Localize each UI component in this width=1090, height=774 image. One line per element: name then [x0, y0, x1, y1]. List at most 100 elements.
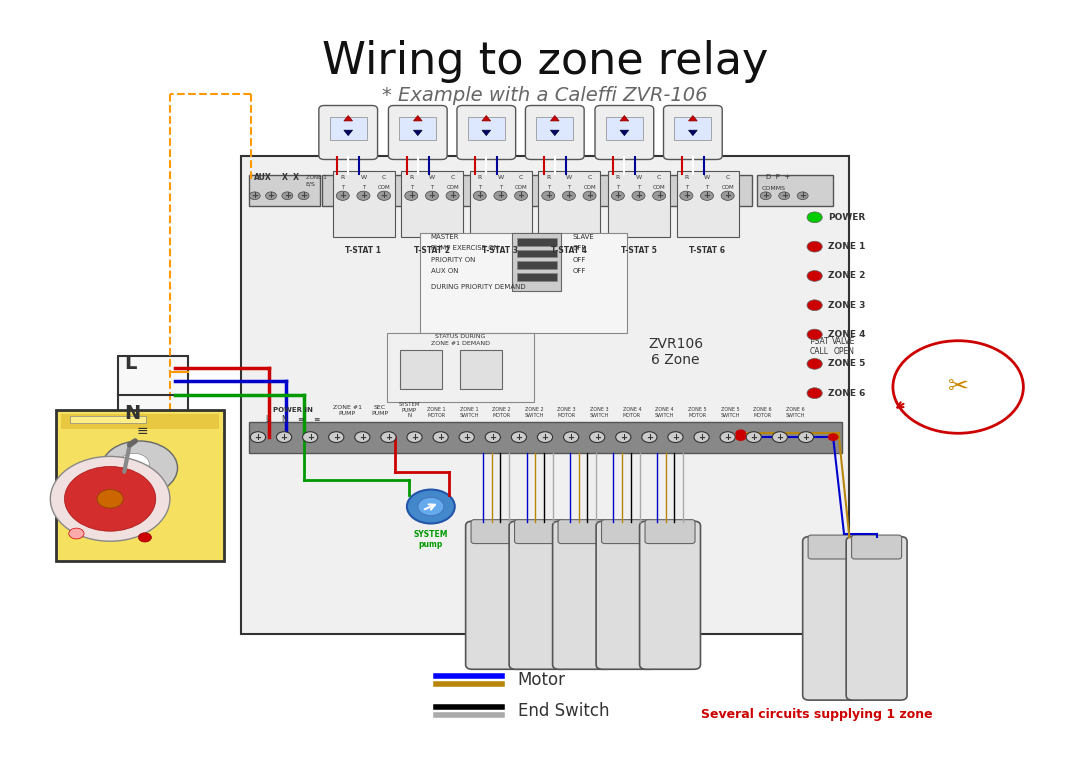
Text: COM: COM: [514, 185, 528, 190]
Circle shape: [590, 432, 605, 443]
Text: W: W: [428, 175, 435, 180]
Circle shape: [701, 191, 714, 200]
Circle shape: [760, 192, 771, 200]
Text: N: N: [124, 405, 141, 423]
Text: +: +: [332, 433, 340, 442]
Circle shape: [807, 212, 822, 223]
FancyBboxPatch shape: [553, 521, 614, 670]
FancyBboxPatch shape: [70, 416, 146, 423]
Text: +: +: [339, 191, 347, 200]
Text: ZONE 3
MOTOR: ZONE 3 MOTOR: [557, 407, 576, 418]
Text: ZONE 5
SWITCH: ZONE 5 SWITCH: [720, 407, 739, 418]
FancyBboxPatch shape: [536, 117, 573, 140]
Text: T: T: [616, 185, 619, 190]
FancyBboxPatch shape: [514, 519, 565, 543]
Circle shape: [514, 191, 528, 200]
Text: ≡: ≡: [314, 415, 319, 424]
Circle shape: [611, 191, 625, 200]
Text: +: +: [776, 433, 784, 442]
Text: +: +: [724, 433, 731, 442]
FancyBboxPatch shape: [330, 117, 366, 140]
FancyBboxPatch shape: [558, 519, 608, 543]
Circle shape: [485, 432, 500, 443]
Text: T-STAT 4: T-STAT 4: [550, 246, 586, 255]
FancyBboxPatch shape: [596, 521, 657, 670]
Text: ZONE 3
SWITCH: ZONE 3 SWITCH: [590, 407, 609, 418]
Polygon shape: [620, 115, 629, 121]
Text: T: T: [567, 185, 570, 190]
Text: +: +: [497, 191, 504, 200]
Text: ZONE 5: ZONE 5: [827, 359, 865, 368]
Text: COMMS: COMMS: [761, 186, 785, 190]
Text: ≡: ≡: [298, 415, 303, 424]
Text: +: +: [542, 433, 548, 442]
Text: POWER: POWER: [827, 213, 865, 222]
Circle shape: [473, 191, 486, 200]
Text: ZONE 6
MOTOR: ZONE 6 MOTOR: [753, 407, 772, 418]
Text: ZONE 4
MOTOR: ZONE 4 MOTOR: [622, 407, 641, 418]
Text: R: R: [477, 175, 482, 180]
FancyBboxPatch shape: [250, 175, 320, 206]
Circle shape: [807, 300, 822, 310]
Text: +: +: [594, 433, 601, 442]
Text: VALVE
OPEN: VALVE OPEN: [833, 337, 856, 356]
Text: W: W: [704, 175, 710, 180]
Text: +: +: [359, 433, 366, 442]
FancyBboxPatch shape: [517, 273, 557, 280]
Text: C: C: [519, 175, 523, 180]
Polygon shape: [482, 130, 491, 135]
Text: ZONE 4
SWITCH: ZONE 4 SWITCH: [655, 407, 675, 418]
Text: ZONE 5
MOTOR: ZONE 5 MOTOR: [688, 407, 706, 418]
Text: +: +: [780, 191, 788, 200]
Text: +: +: [762, 191, 770, 200]
FancyBboxPatch shape: [640, 521, 701, 670]
Text: T: T: [479, 185, 482, 190]
FancyBboxPatch shape: [387, 333, 534, 402]
Text: L: L: [124, 354, 136, 373]
Polygon shape: [620, 130, 629, 135]
FancyBboxPatch shape: [465, 521, 526, 670]
Text: PRIORITY ON: PRIORITY ON: [431, 257, 475, 262]
Circle shape: [807, 358, 822, 369]
Text: * Example with a Caleffi ZVR-106: * Example with a Caleffi ZVR-106: [383, 86, 707, 105]
Text: +: +: [568, 433, 574, 442]
FancyBboxPatch shape: [250, 422, 841, 453]
Text: COM: COM: [653, 185, 666, 190]
Text: +: +: [518, 191, 524, 200]
Circle shape: [807, 271, 822, 281]
Text: R: R: [341, 175, 344, 180]
FancyBboxPatch shape: [401, 171, 463, 237]
Circle shape: [138, 533, 152, 542]
Text: +: +: [380, 191, 388, 200]
Polygon shape: [413, 130, 422, 135]
Text: ZONE 1: ZONE 1: [306, 175, 327, 180]
Text: R: R: [685, 175, 689, 180]
FancyBboxPatch shape: [457, 105, 516, 159]
Text: +: +: [799, 191, 807, 200]
Text: +: +: [306, 433, 314, 442]
Polygon shape: [550, 130, 559, 135]
Text: +: +: [724, 191, 731, 200]
Text: C: C: [382, 175, 386, 180]
FancyBboxPatch shape: [509, 521, 570, 670]
Text: PUMP EXERCISE ON: PUMP EXERCISE ON: [431, 245, 499, 252]
Text: N: N: [281, 415, 287, 424]
FancyBboxPatch shape: [525, 105, 584, 159]
Text: D  P  +: D P +: [765, 174, 790, 180]
Text: DURING PRIORITY DEMAND: DURING PRIORITY DEMAND: [431, 284, 525, 289]
Text: +: +: [267, 191, 275, 200]
Text: C: C: [726, 175, 730, 180]
Text: +: +: [802, 433, 810, 442]
FancyBboxPatch shape: [400, 350, 441, 389]
Text: +: +: [750, 433, 758, 442]
Text: SYSTEM
PUMP
N: SYSTEM PUMP N: [398, 402, 420, 419]
Text: +: +: [437, 433, 444, 442]
Text: ≡: ≡: [137, 424, 148, 438]
Circle shape: [807, 241, 822, 252]
Text: W: W: [361, 175, 366, 180]
FancyBboxPatch shape: [332, 171, 395, 237]
Text: +: +: [280, 433, 288, 442]
Circle shape: [680, 191, 693, 200]
FancyBboxPatch shape: [808, 535, 858, 559]
Text: ZONE 6: ZONE 6: [827, 389, 865, 398]
